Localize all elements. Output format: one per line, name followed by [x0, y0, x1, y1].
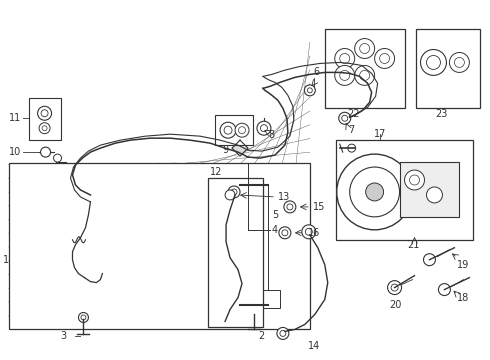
Circle shape [38, 106, 51, 120]
Circle shape [239, 127, 245, 134]
Text: 23: 23 [436, 109, 448, 119]
Circle shape [81, 315, 86, 320]
Circle shape [339, 112, 351, 124]
Text: 14: 14 [308, 341, 320, 351]
Circle shape [439, 284, 450, 296]
Text: 2: 2 [258, 332, 264, 341]
Bar [9, 163, 310, 329]
Text: 21: 21 [408, 240, 420, 250]
Circle shape [235, 123, 249, 137]
Circle shape [247, 273, 261, 287]
Circle shape [247, 193, 261, 207]
Text: 13: 13 [278, 192, 290, 202]
Text: 3: 3 [61, 332, 67, 341]
Text: 9: 9 [222, 145, 228, 155]
Text: 8: 8 [268, 130, 274, 140]
Circle shape [42, 126, 47, 131]
Circle shape [426, 55, 441, 69]
Circle shape [53, 154, 62, 162]
Bar [28, 98, 61, 140]
Text: 15: 15 [313, 202, 325, 212]
Circle shape [41, 110, 48, 117]
Text: 4: 4 [272, 225, 278, 235]
Circle shape [350, 167, 399, 217]
Bar [336, 140, 473, 240]
Circle shape [302, 225, 316, 239]
Circle shape [335, 66, 355, 85]
Circle shape [305, 228, 312, 235]
Circle shape [380, 54, 390, 63]
Circle shape [41, 147, 50, 157]
Circle shape [277, 328, 289, 339]
Circle shape [449, 53, 469, 72]
Circle shape [280, 330, 286, 336]
Circle shape [410, 175, 419, 185]
Circle shape [366, 183, 384, 201]
Text: 10: 10 [9, 147, 21, 157]
Circle shape [454, 58, 465, 67]
Text: 20: 20 [390, 300, 402, 310]
Circle shape [337, 154, 413, 230]
Bar [416, 28, 480, 108]
Circle shape [250, 197, 257, 203]
Circle shape [307, 88, 312, 93]
Text: 18: 18 [457, 293, 469, 302]
Circle shape [78, 312, 89, 323]
Text: 7: 7 [348, 125, 354, 135]
Bar [240, 185, 268, 305]
Circle shape [228, 186, 240, 198]
Circle shape [375, 49, 394, 68]
Circle shape [423, 254, 436, 266]
Circle shape [257, 121, 271, 135]
Circle shape [304, 85, 315, 96]
Circle shape [250, 276, 257, 283]
Text: 17: 17 [374, 129, 386, 139]
Bar [258, 289, 280, 307]
Circle shape [348, 144, 356, 152]
Circle shape [355, 39, 375, 58]
Circle shape [360, 44, 369, 54]
Text: 16: 16 [308, 228, 320, 238]
Bar [325, 28, 405, 108]
Polygon shape [232, 140, 248, 156]
Text: 1: 1 [2, 255, 9, 265]
Text: 6: 6 [314, 67, 320, 77]
Circle shape [224, 126, 232, 134]
Text: 12: 12 [210, 167, 222, 177]
Circle shape [360, 71, 369, 80]
Bar [208, 178, 263, 328]
Circle shape [335, 49, 355, 68]
Bar [399, 162, 460, 217]
Text: 11: 11 [9, 113, 21, 123]
Circle shape [287, 204, 293, 210]
Circle shape [391, 284, 398, 291]
Circle shape [231, 189, 237, 195]
Text: 19: 19 [457, 260, 469, 270]
Circle shape [284, 201, 296, 213]
Circle shape [279, 227, 291, 239]
Circle shape [340, 54, 350, 63]
Circle shape [220, 122, 236, 138]
Circle shape [355, 66, 375, 85]
Circle shape [249, 307, 259, 318]
Text: 22: 22 [348, 109, 360, 119]
Circle shape [426, 187, 442, 203]
Circle shape [420, 50, 446, 75]
Circle shape [39, 123, 50, 134]
Circle shape [225, 190, 235, 200]
Circle shape [405, 170, 424, 190]
Circle shape [261, 125, 268, 132]
Text: 5: 5 [272, 210, 278, 220]
Circle shape [342, 115, 348, 121]
Circle shape [388, 280, 401, 294]
Circle shape [282, 230, 288, 236]
Circle shape [340, 71, 350, 80]
Bar [215, 115, 253, 145]
